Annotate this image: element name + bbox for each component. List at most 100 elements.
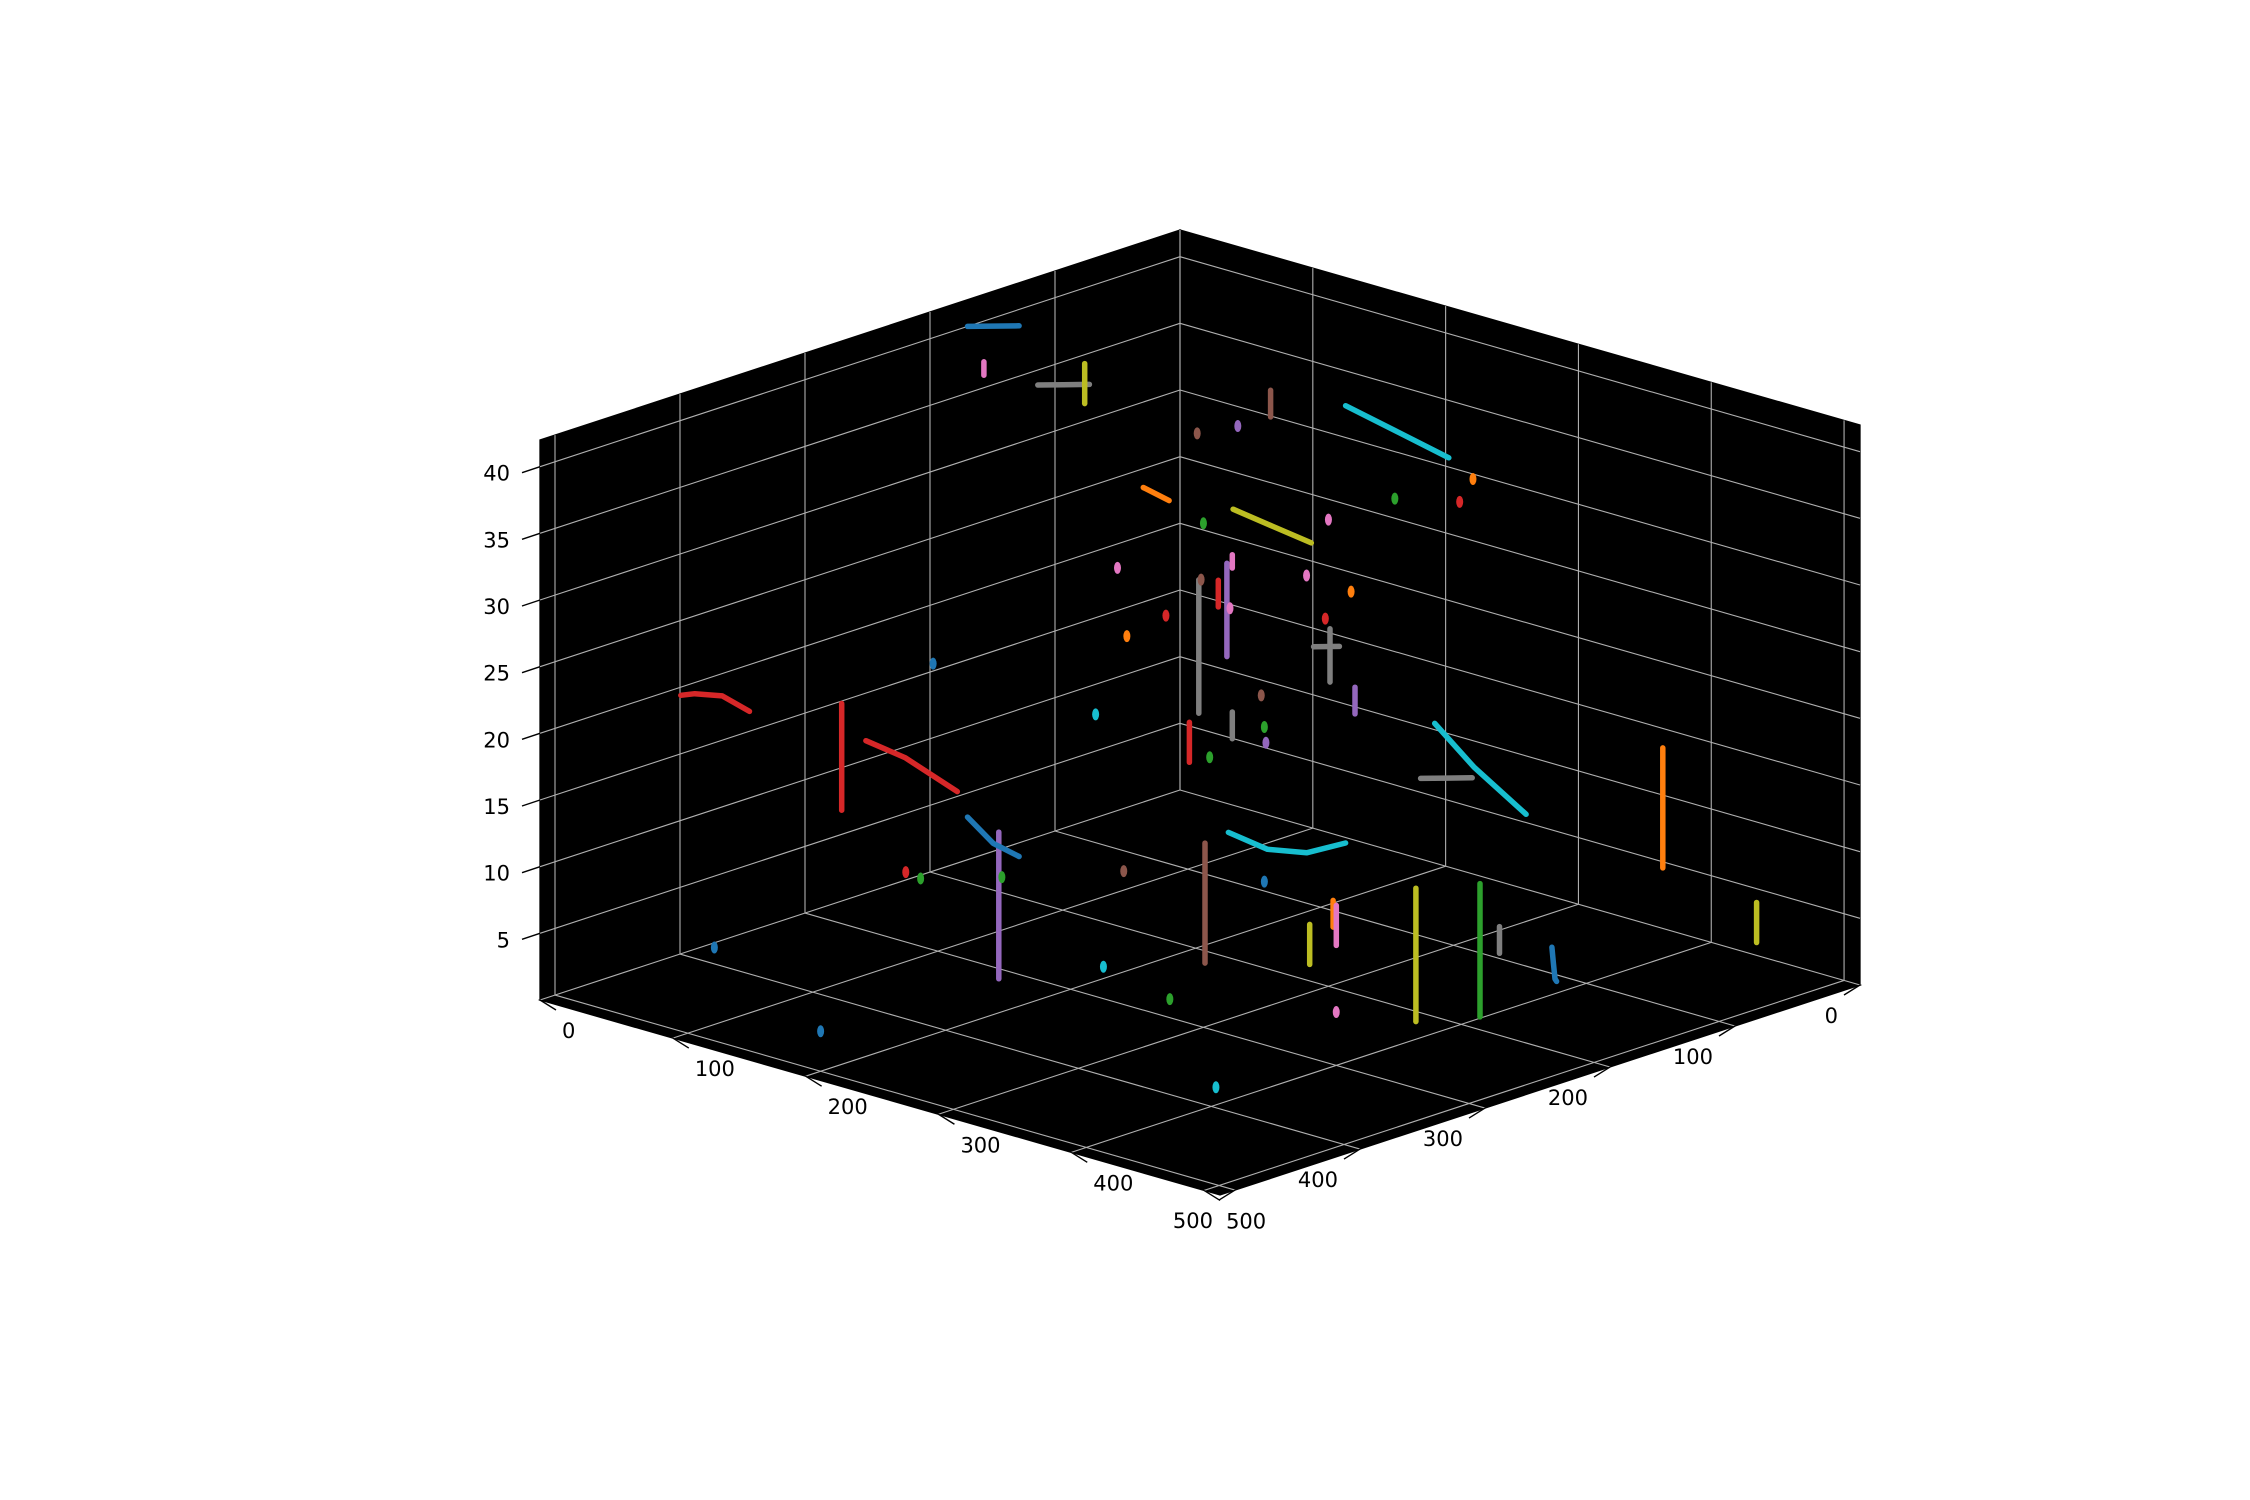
track-line <box>1342 402 1452 461</box>
track-point <box>917 872 925 885</box>
track-line <box>964 323 1022 330</box>
grid-line-z <box>1179 456 1861 653</box>
track-point <box>1199 517 1207 530</box>
grid-line-z <box>1179 589 1861 786</box>
grid-line-z <box>1179 722 1861 919</box>
y-tick-label: 200 <box>1548 1086 1588 1110</box>
z-tick-label: 20 <box>483 728 510 752</box>
z-tick-label: 25 <box>483 662 510 686</box>
axis-panes <box>537 229 1863 1196</box>
track-point <box>1456 495 1464 508</box>
grid-line-y <box>679 953 1361 1150</box>
track-point <box>1162 609 1170 622</box>
x-tick-mark <box>1070 1151 1088 1163</box>
track-point <box>1303 569 1311 582</box>
z-tick-mark <box>521 599 541 607</box>
grid-line-z <box>1179 256 1861 453</box>
x-tick-label: 200 <box>828 1095 868 1119</box>
track-point <box>1197 573 1205 586</box>
track-point <box>1262 736 1270 749</box>
grid-lines <box>539 230 1861 1191</box>
grid-line-z <box>539 522 1181 734</box>
z-tick-mark <box>521 466 541 474</box>
data-tracks <box>678 323 1760 1094</box>
track-point <box>1260 720 1268 733</box>
track-point <box>1332 1006 1340 1019</box>
track-point <box>1257 689 1265 702</box>
z-tick-mark <box>521 932 541 940</box>
track-line <box>1225 829 1349 856</box>
x-tick-mark <box>672 1037 690 1049</box>
grid-line-x <box>938 903 1579 1115</box>
grid-line-x <box>1071 941 1712 1153</box>
track-line <box>678 690 753 715</box>
z-tick-mark <box>521 532 541 540</box>
y-tick-label: 400 <box>1298 1168 1338 1192</box>
grid-line-y <box>804 912 1486 1109</box>
track-line <box>1431 720 1529 818</box>
grid-line-z <box>1179 656 1861 853</box>
z-tick-label: 40 <box>483 462 510 486</box>
grid-line-z <box>539 656 1181 868</box>
x-tick-label: 300 <box>960 1133 1000 1157</box>
track-point <box>1099 960 1107 973</box>
track-point <box>710 941 718 954</box>
z-tick-mark <box>521 666 541 674</box>
grid-line-z <box>539 589 1181 801</box>
track-point <box>1324 513 1332 526</box>
grid-line-z <box>539 389 1181 601</box>
track-point <box>929 657 937 670</box>
grid-line-y <box>929 871 1611 1068</box>
x-tick-mark <box>1203 1189 1221 1202</box>
z-tick-label: 5 <box>497 928 510 952</box>
track-point <box>1123 630 1131 643</box>
track-point <box>1206 751 1214 764</box>
grid-line-z <box>539 322 1181 534</box>
y-tick-mark <box>1468 1107 1486 1119</box>
track-point <box>1260 875 1268 888</box>
y-tick-label: 300 <box>1423 1127 1463 1151</box>
track-point <box>1212 1081 1220 1094</box>
track-point <box>1469 473 1477 486</box>
track-line <box>863 737 961 795</box>
y-tick-label: 500 <box>1173 1209 1213 1233</box>
track-point <box>1321 612 1329 625</box>
z-tick-label: 10 <box>483 862 510 886</box>
x-tick-label: 400 <box>1093 1171 1133 1195</box>
track-line <box>1417 775 1475 782</box>
z-tick-mark <box>521 866 541 874</box>
y-tick-mark <box>1343 1148 1361 1160</box>
z-tick-label: 15 <box>483 795 510 819</box>
grid-line-x <box>1203 979 1845 1191</box>
track-point <box>1166 993 1174 1006</box>
track-point <box>1120 865 1128 878</box>
track-point <box>1234 420 1242 433</box>
track-line <box>1035 381 1093 388</box>
x-tick-label: 0 <box>562 1019 575 1043</box>
y-tick-mark <box>1593 1066 1611 1078</box>
z-tick-mark <box>521 732 541 740</box>
axis-ticks: 0 100 200 300 400 500 0 100 200 300 400 500 5 10 15 20 2… <box>483 462 1861 1233</box>
track-line <box>1140 484 1172 504</box>
x-tick-mark <box>938 1113 955 1125</box>
x-tick-mark <box>539 999 557 1011</box>
track-point <box>998 871 1006 884</box>
track-point <box>1193 427 1201 440</box>
grid-line-z <box>1179 389 1861 586</box>
track-point <box>1092 708 1100 721</box>
grid-line-y <box>1054 830 1736 1027</box>
track-point <box>1347 585 1355 598</box>
track-point <box>1391 492 1399 505</box>
y-tick-mark <box>1218 1189 1236 1201</box>
x-tick-label: 100 <box>695 1057 735 1081</box>
track-point <box>817 1025 825 1038</box>
x-tick-mark <box>805 1075 822 1087</box>
y-tick-mark <box>1843 984 1861 996</box>
track-point <box>1226 602 1234 615</box>
grid-line-x <box>805 865 1446 1077</box>
y-tick-label: 100 <box>1673 1045 1713 1069</box>
z-tick-label: 35 <box>483 528 510 552</box>
x-tick-label: 500 <box>1226 1209 1266 1233</box>
grid-line-x <box>539 789 1181 1001</box>
